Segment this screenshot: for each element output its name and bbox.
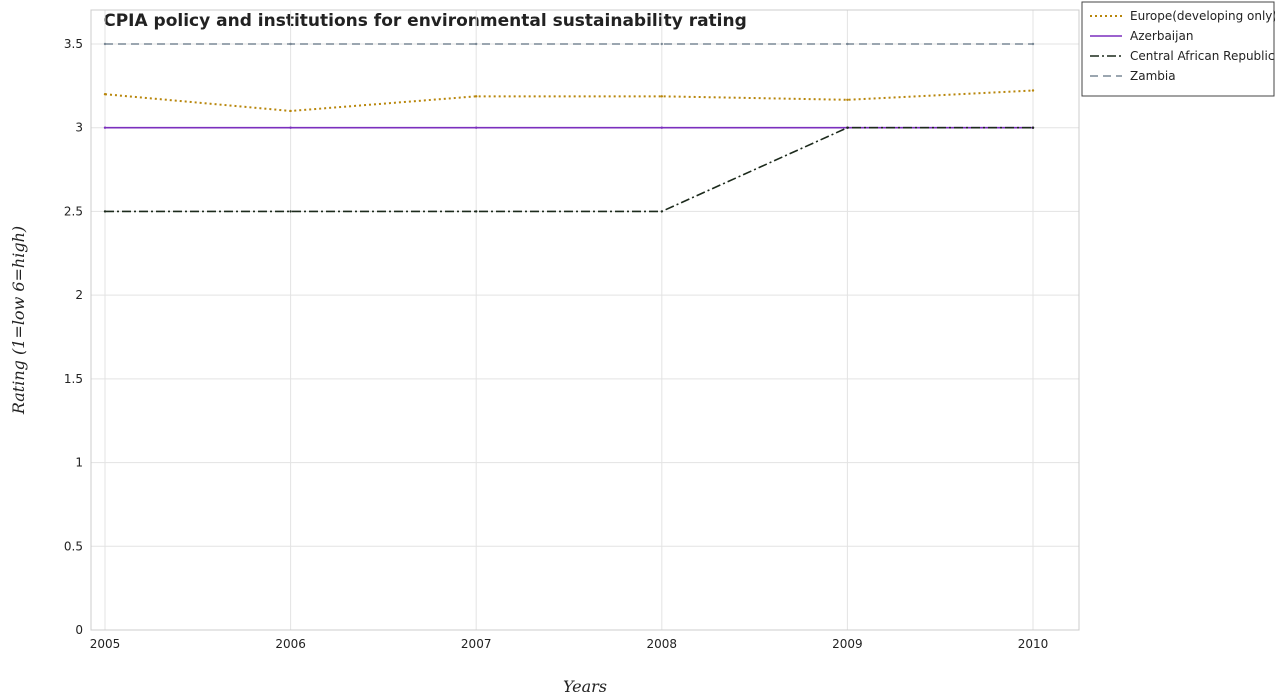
legend-label: Zambia (1130, 69, 1176, 83)
data-point (846, 98, 849, 102)
series-line-0 (104, 89, 1034, 112)
data-point (846, 42, 849, 46)
y-tick-label: 1 (75, 456, 83, 470)
x-axis-label: Years (563, 677, 607, 696)
legend-box (1081, 1, 1275, 97)
legend-label: Central African Republic (1130, 49, 1274, 63)
series-line-2 (105, 126, 1033, 213)
data-point (475, 42, 478, 46)
data-point (289, 126, 292, 129)
data-point (1031, 126, 1035, 129)
y-tick-label: 2.5 (64, 204, 83, 218)
legend-label: Europe(developing only) (1130, 9, 1275, 23)
y-tick-labels: 0 0.5 1 1.5 2 2.5 3 3.5 (64, 37, 83, 637)
plot-frame (90, 9, 1080, 631)
y-tick-label: 3.5 (64, 37, 83, 51)
y-tick-label: 2 (75, 288, 83, 302)
legend-label: Azerbaijan (1130, 29, 1193, 43)
data-point (475, 210, 478, 213)
y-tick-label: 3 (75, 121, 83, 135)
data-point (103, 126, 107, 129)
legend: Europe(developing only) Azerbaijan Central… (1081, 1, 1275, 97)
data-point (660, 126, 663, 129)
data-point (660, 42, 663, 46)
data-point (289, 109, 292, 113)
data-point (846, 126, 849, 129)
data-point (660, 210, 663, 213)
x-tick-label: 2010 (1018, 637, 1049, 651)
data-point (475, 126, 478, 129)
data-point (289, 210, 292, 213)
y-tick-label: 0.5 (64, 539, 83, 553)
x-tick-label: 2007 (461, 637, 492, 651)
data-point (1031, 89, 1035, 92)
data-point (1031, 42, 1035, 46)
data-point (289, 42, 292, 46)
x-tick-label: 2008 (647, 637, 678, 651)
y-tick-label: 1.5 (64, 372, 83, 386)
data-point (103, 210, 107, 213)
data-point (103, 42, 107, 46)
x-tick-label: 2006 (275, 637, 306, 651)
x-tick-label: 2009 (832, 637, 863, 651)
data-point (660, 95, 663, 98)
y-tick-label: 0 (75, 623, 83, 637)
data-point (103, 93, 107, 96)
grid-lines (91, 10, 1079, 631)
chart-title: CPIA policy and institutions for environ… (103, 11, 747, 31)
data-point (475, 95, 478, 98)
series-lines (103, 42, 1035, 213)
x-tick-label: 2005 (90, 637, 121, 651)
y-axis-label: Rating (1=low 6=high) (9, 226, 28, 415)
x-tick-labels: 2005 2006 2007 2008 2009 2010 (90, 637, 1049, 651)
